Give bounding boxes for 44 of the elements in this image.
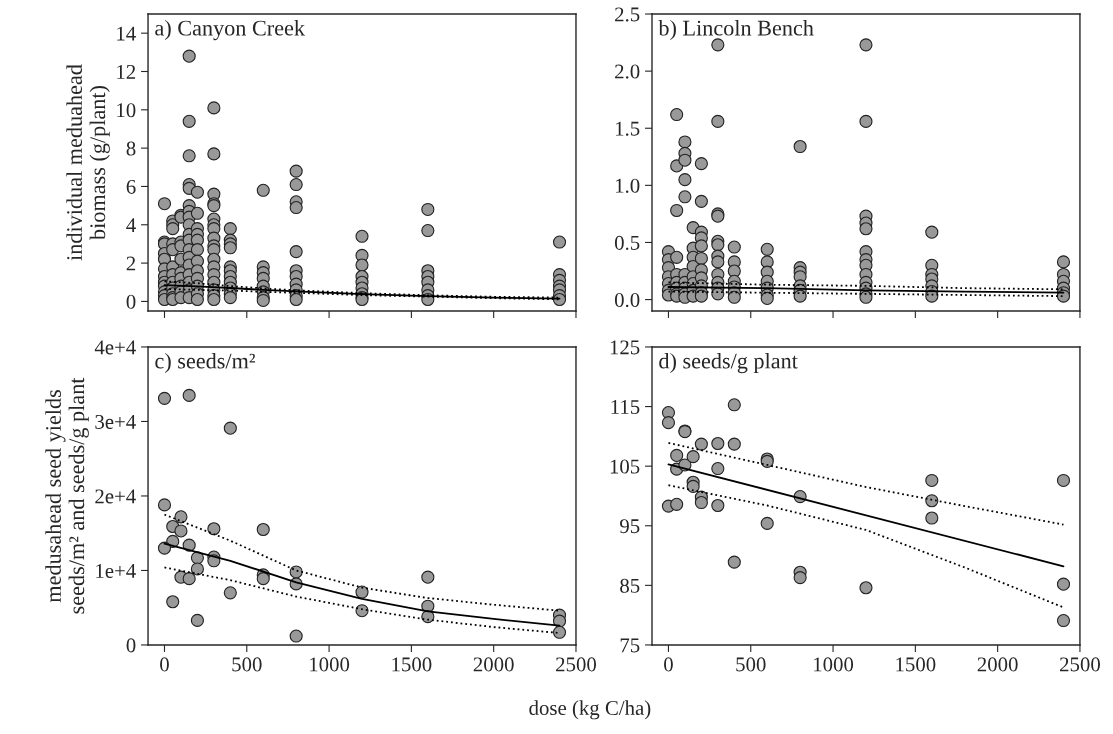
x-tick-label: 500	[232, 657, 262, 672]
y-tick-label: 2.0	[615, 64, 640, 79]
x-axis-title: dose (kg C/ha)	[529, 700, 651, 720]
chart-title: a) Canyon Creek	[155, 19, 306, 41]
y-tick-label: 0.5	[614, 235, 640, 250]
x-tick-label: 1000	[310, 657, 350, 672]
y-tick-label: 0	[126, 638, 136, 653]
y-tick-label: 2	[126, 256, 136, 271]
y-tick-label: 6	[126, 179, 136, 194]
y-axis-title: individual meduahead biomass (g/plant)	[66, 64, 110, 261]
chart-title: c) seeds/m²	[155, 352, 256, 374]
y-axis-title: medusahead seed yields seeds/m² and seeds/g plant	[45, 377, 89, 614]
y-tick-label: 0	[126, 294, 136, 309]
y-tick-label: 0.0	[614, 292, 640, 308]
y-tick-label: 2e+4	[95, 489, 136, 504]
y-tick-label: 4	[126, 218, 136, 233]
y-tick-label: 115	[611, 400, 640, 414]
chart-title: d) seeds/g plant	[659, 352, 798, 374]
y-tick-label: 1.0	[615, 178, 640, 193]
x-tick-label: 2000	[473, 657, 514, 672]
x-tick-label: 2500	[556, 657, 597, 672]
y-tick-label: 125	[610, 340, 640, 355]
y-tick-label: 14	[117, 26, 136, 41]
y-tick-label: 8	[126, 141, 136, 156]
y-tick-label: 85	[620, 578, 640, 593]
y-tick-label: 1e+4	[96, 563, 136, 578]
y-tick-label: 2.5	[615, 7, 640, 22]
y-tick-label: 105	[610, 459, 640, 474]
x-tick-label: 2000	[977, 657, 1018, 672]
y-tick-label: 3e+4	[95, 414, 136, 429]
x-tick-label: 1500	[392, 657, 432, 672]
y-tick-label: 1.5	[615, 121, 640, 136]
x-tick-label: 2500	[1060, 657, 1100, 672]
x-tick-label: 500	[736, 657, 766, 672]
x-tick-label: 1000	[814, 657, 854, 672]
y-tick-label: 75	[620, 638, 640, 653]
y-tick-label: 95	[620, 519, 640, 534]
y-tick-label: 12	[117, 64, 136, 79]
y-tick-label: 10	[117, 103, 136, 118]
x-tick-label: 1500	[896, 657, 936, 672]
x-tick-label: 0	[160, 657, 169, 672]
y-tick-label: 4e+4	[94, 340, 136, 355]
x-tick-label: 0	[664, 657, 673, 672]
chart-title: b) Lincoln Bench	[658, 19, 814, 41]
